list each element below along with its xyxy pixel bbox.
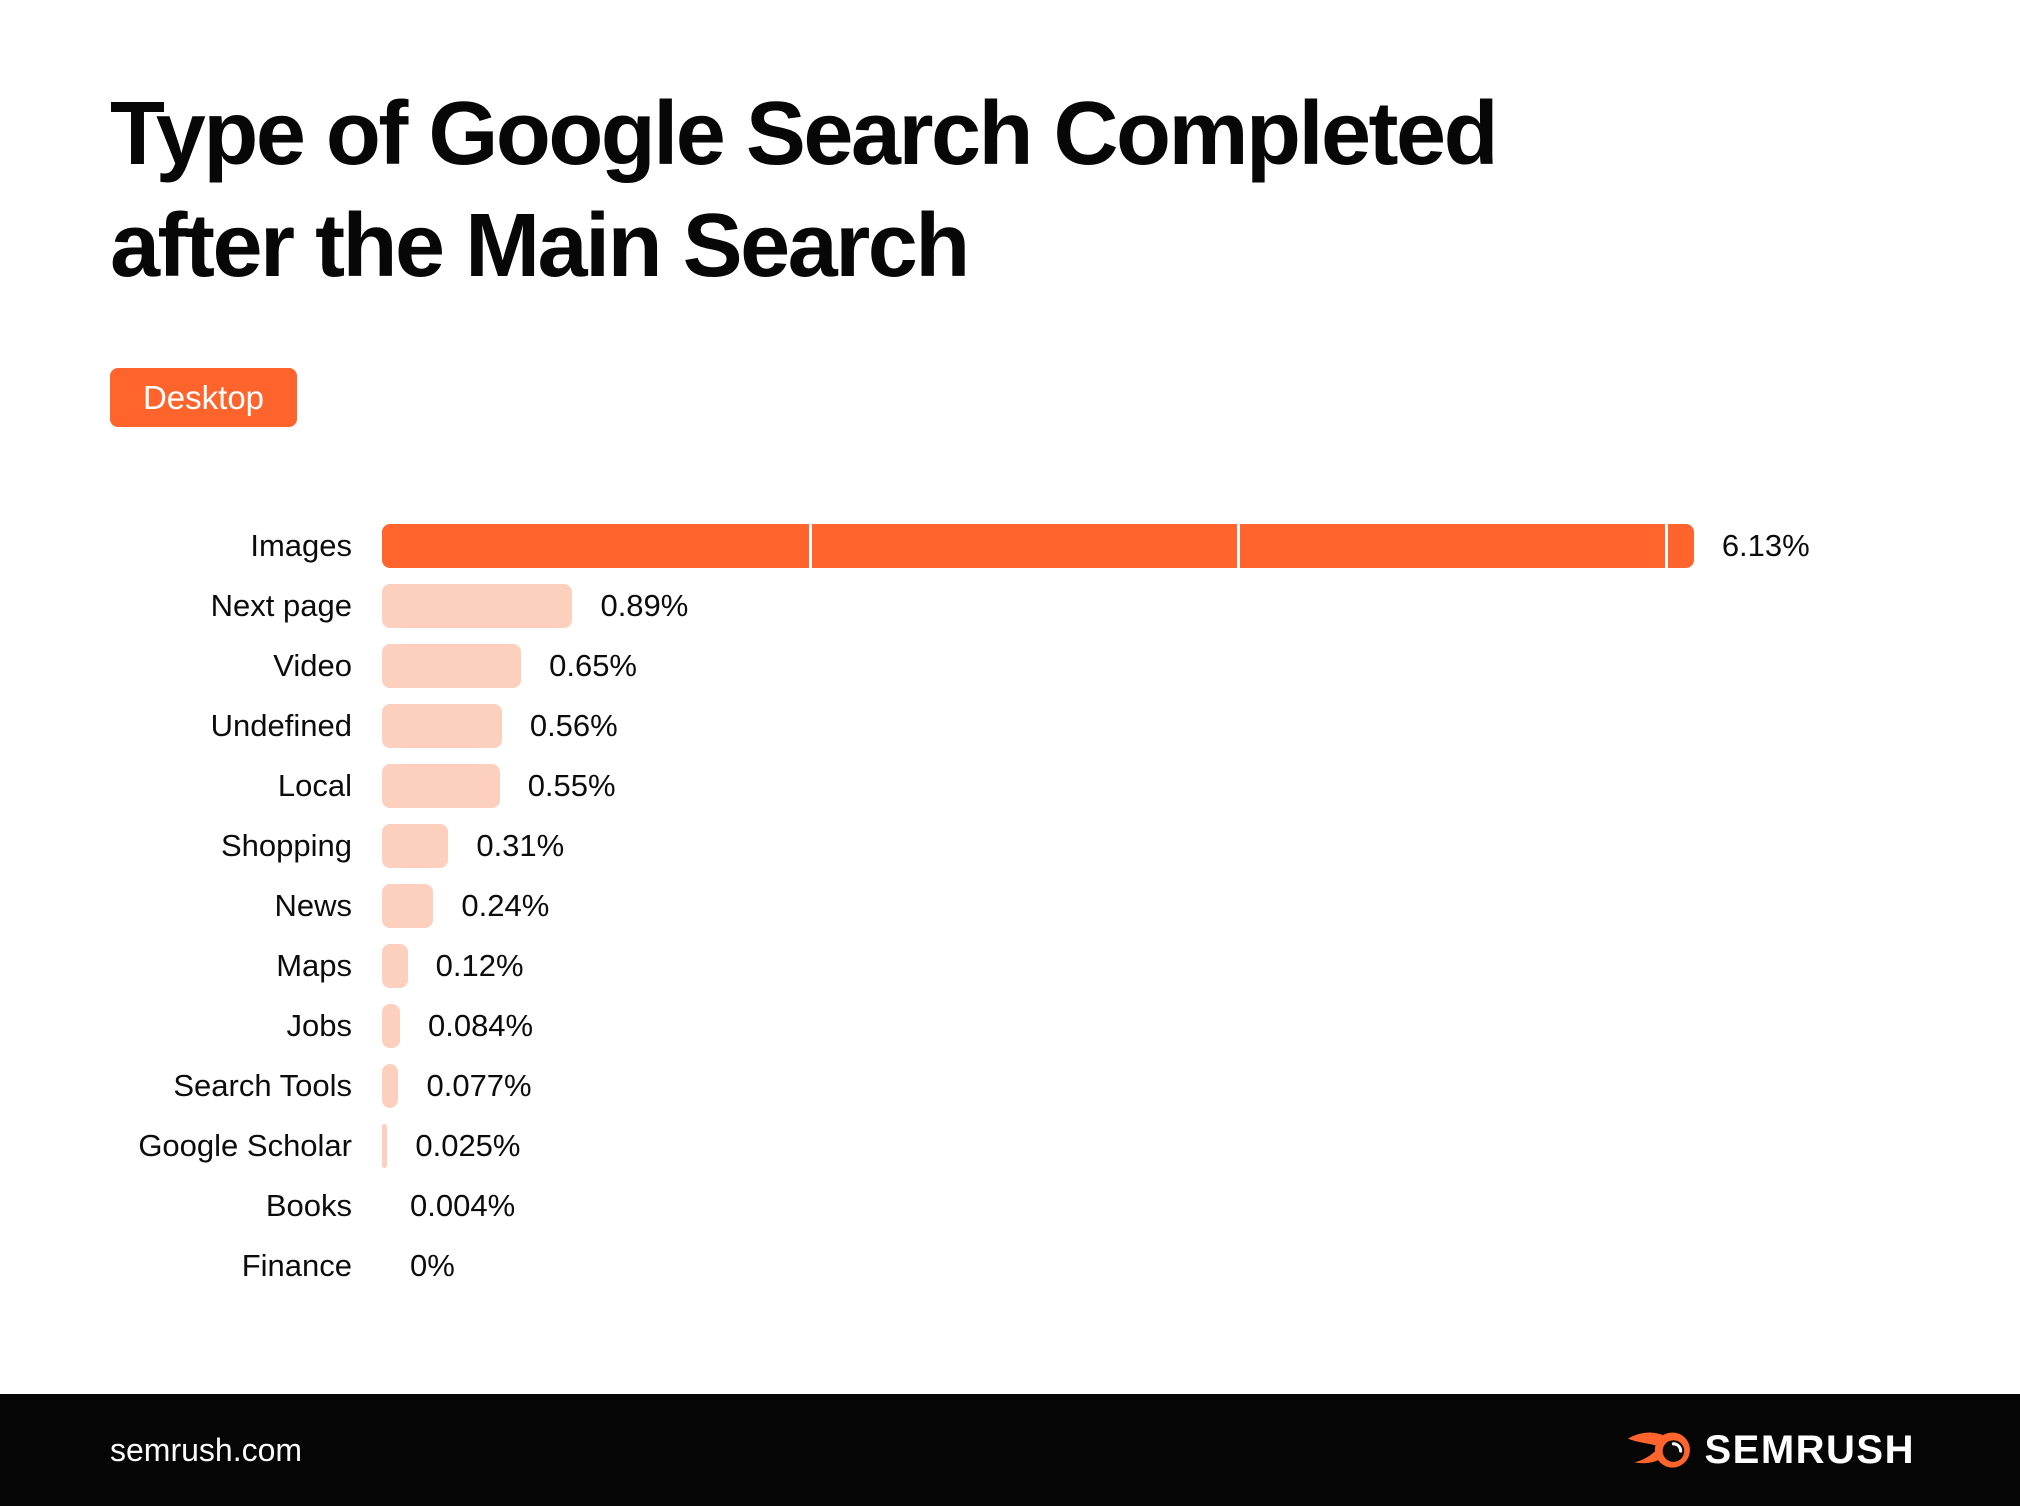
value-label: 0.12% [435,948,524,983]
footer-site-url: semrush.com [110,1432,303,1468]
value-label: 0.084% [427,1008,534,1043]
value-label: 0.89% [600,588,689,623]
bar-row: Local 0.55% [0,756,2020,816]
category-label: Local [277,768,352,803]
category-label: Finance [241,1248,352,1283]
bar-row: Shopping 0.31% [0,816,2020,876]
bar-row: Books 0.004% [0,1176,2020,1236]
bar [382,824,449,868]
bar [382,644,522,688]
bar-row: Jobs 0.084% [0,996,2020,1056]
value-label: 0.56% [529,708,618,743]
bar [382,584,573,628]
gridline [1236,524,1240,568]
bar [382,1124,388,1168]
brand-name: SEMRUSH [1704,1427,1915,1472]
category-label: Maps [276,948,352,983]
bar [382,1004,400,1048]
device-badge: Desktop [110,368,297,427]
bar-row: Images 6.13% [0,516,2020,576]
gridline [1664,524,1668,568]
bar [382,524,1694,568]
value-label: 6.13% [1721,528,1810,563]
bar [382,944,408,988]
value-label: 0.55% [527,768,616,803]
category-label: Next page [210,588,352,623]
footer: semrush.com SEMRUSH [0,1394,2020,1506]
bar [382,704,502,748]
bar [382,884,434,928]
value-label: 0.077% [426,1068,532,1103]
bar [382,1064,399,1108]
value-label: 0.31% [476,828,565,863]
page-title: Type of Google Search Completed after th… [110,84,1499,296]
category-label: Search Tools [173,1068,352,1103]
category-label: Video [273,648,352,683]
value-label: 0.65% [549,648,637,683]
category-label: Books [265,1188,352,1223]
value-label: 0% [410,1248,455,1283]
gridline [808,524,812,568]
value-label: 0.004% [410,1188,516,1223]
bar-row: Video 0.65% [0,636,2020,696]
bar-row: Search Tools 0.077% [0,1056,2020,1116]
brand-logo: SEMRUSH [1626,1394,1915,1506]
bar [382,764,500,808]
bar-row: Next page 0.89% [0,576,2020,636]
bar-row: Undefined 0.56% [0,696,2020,756]
semrush-flame-icon [1628,1432,1691,1468]
category-label: Shopping [220,828,352,863]
bar-row: Maps 0.12% [0,936,2020,996]
bar-row: Google Scholar 0.025% [0,1116,2020,1176]
category-label: News [274,888,352,923]
bar-row: News 0.24% [0,876,2020,936]
category-label: Undefined [210,708,352,743]
value-label: 0.24% [461,888,550,923]
category-label: Images [250,528,352,563]
value-label: 0.025% [415,1128,521,1163]
category-label: Google Scholar [138,1128,352,1163]
bar-chart: Images 6.13% Next page 0.89% Video 0.65%… [0,516,2020,1296]
category-label: Jobs [286,1008,352,1043]
bar-row: Finance 0% [0,1236,2020,1296]
